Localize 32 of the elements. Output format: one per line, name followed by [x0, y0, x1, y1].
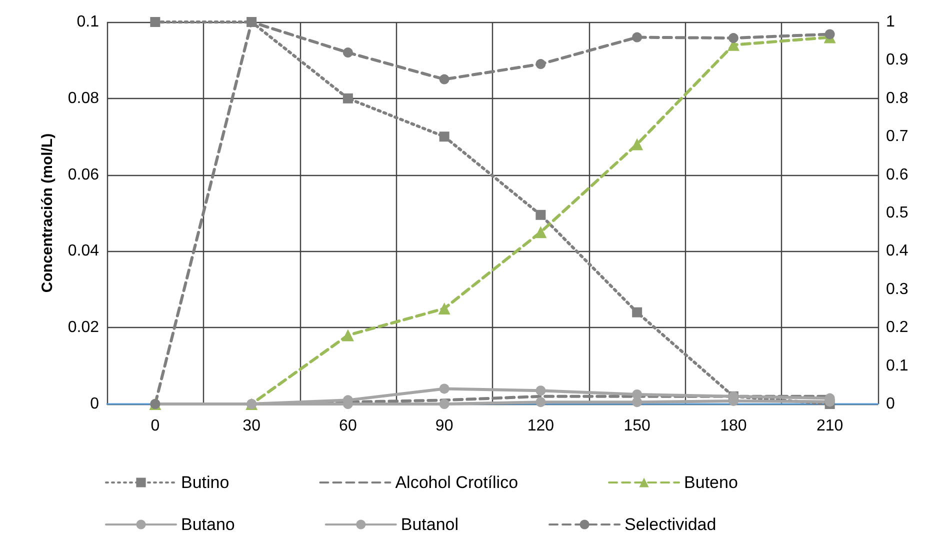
x-tick-label: 210: [816, 418, 844, 434]
legend-label: Buteno: [684, 473, 738, 492]
x-tick-label: 120: [527, 418, 554, 434]
y2-tick-label: 0: [886, 396, 895, 412]
x-tick-label: 180: [720, 418, 747, 434]
legend-label: Butanol: [400, 515, 459, 534]
y2-tick-label: 0.9: [886, 52, 908, 69]
y-tick-label: 0.06: [68, 166, 100, 184]
y2-tick-label: 0.6: [886, 166, 908, 184]
legend-label: Butino: [181, 473, 230, 492]
legend-label: Alcohol Crotílico: [395, 473, 518, 492]
y2-tick-label: 0.1: [886, 357, 908, 374]
y2-tick-label: 1: [886, 14, 895, 30]
y-tick-label: 0.1: [76, 14, 100, 30]
x-tick-label: 0: [150, 418, 160, 434]
y2-tick-label: 0.3: [886, 280, 908, 298]
legend-label: Selectividad: [624, 515, 716, 534]
x-tick-label: 150: [624, 418, 651, 434]
y-tick-label: 0.08: [68, 90, 100, 107]
x-tick-label: 30: [242, 418, 261, 434]
y-tick-label: 0.04: [68, 242, 100, 260]
y-tick-label: 0: [90, 396, 100, 412]
y2-tick-label: 0.8: [886, 90, 908, 107]
y-axis-title: Concentración (mol/L): [39, 133, 56, 293]
y2-tick-label: 0.5: [886, 204, 908, 222]
y2-tick-label: 0.7: [886, 128, 908, 146]
x-tick-label: 60: [339, 418, 357, 434]
y2-tick-label: 0.4: [886, 242, 908, 260]
y-tick-label: 0.02: [68, 319, 100, 336]
y2-tick-label: 0.2: [886, 319, 908, 336]
legend-label: Butano: [181, 515, 235, 534]
x-tick-label: 90: [435, 418, 454, 434]
